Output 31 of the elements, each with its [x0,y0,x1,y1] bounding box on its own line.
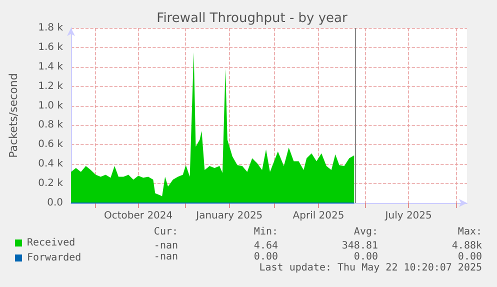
x-tick-label: April 2025 [292,210,344,222]
text: 4.88k [452,240,482,252]
text: 0.00 [354,252,378,262]
text: -nan [154,252,178,262]
x-tick-label: October 2024 [104,210,173,222]
text: 4.64 [254,240,278,252]
x-tick-label: January 2025 [195,210,263,222]
y-tick-label: 0.8 k [38,120,64,131]
chart-title: Firewall Throughput - by year [156,11,348,26]
y-tick-label: 1.2 k [38,80,64,92]
text: -nan [154,240,178,252]
text: Last update: Thu May 22 10:20:07 2025 [259,262,482,274]
y-tick-label: 1.6 k [38,42,64,53]
text: 0.00 [458,252,482,262]
y-tick-label: 1.8 k [38,22,64,34]
y-axis-title: Packets/second [7,73,20,158]
text: Max: [458,226,482,238]
text: 348.81 [342,240,378,252]
text: Cur: [154,226,178,238]
text: 0.00 [254,252,278,262]
text: Avg: [354,226,378,238]
legend-label: Received [27,238,76,248]
y-tick-label: 0.4 k [38,158,64,170]
y-tick-label: 0.0 [47,198,63,208]
y-tick-label: 1.0 k [38,100,64,112]
text: Min: [254,226,278,238]
y-tick-label: 0.6 k [38,139,64,150]
y-tick-label: 0.2 k [38,178,64,190]
legend-label: Forwarded [27,252,82,264]
y-tick-label: 1.4 k [38,61,64,72]
x-tick-label: July 2025 [384,210,432,222]
